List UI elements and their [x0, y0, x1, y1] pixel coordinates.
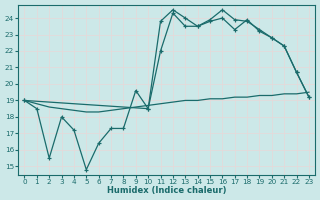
X-axis label: Humidex (Indice chaleur): Humidex (Indice chaleur)	[107, 186, 227, 195]
